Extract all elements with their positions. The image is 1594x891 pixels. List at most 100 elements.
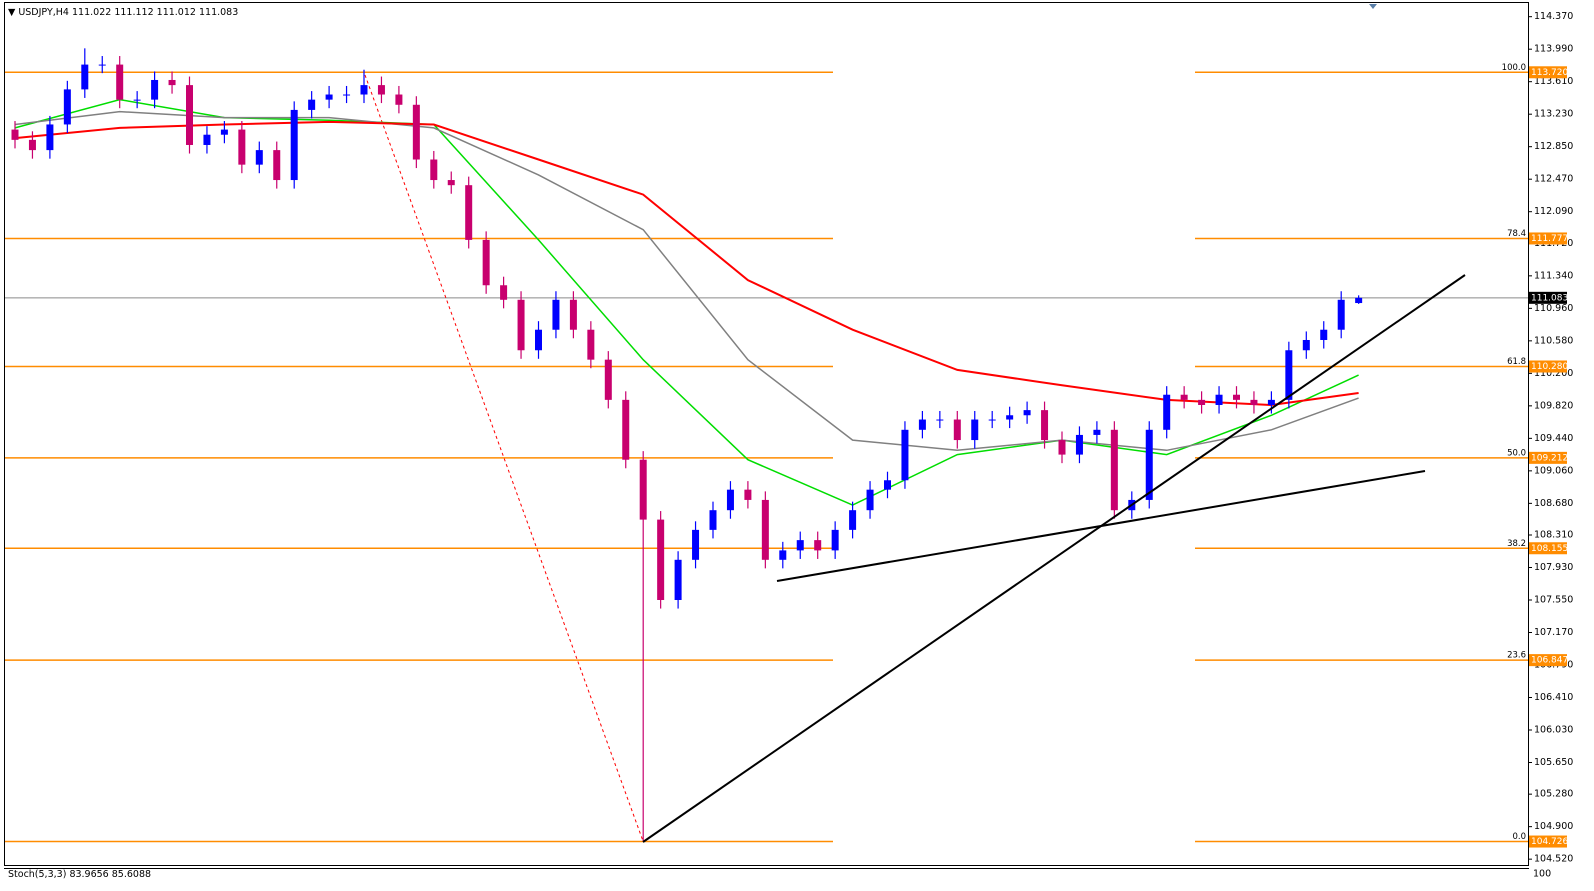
candle-body [430,159,438,181]
candle-body [1285,350,1293,400]
fib-price-label: 104.726 [1531,837,1568,847]
fib-price-label: 106.847 [1531,656,1568,666]
fib-price-box [1529,66,1567,79]
candle-body [552,299,560,330]
fib-price-label: 108.155 [1531,544,1568,554]
fib-ratio-label: 0.0 [1512,832,1526,842]
candle-body [796,540,804,551]
candle-body [395,94,403,105]
candle-body [482,239,490,286]
indicator-label: Stoch(5,3,3) [8,869,66,880]
candle-body [1337,299,1345,330]
y-tick-label: 105.650 [1534,757,1573,768]
candle-body [1267,399,1275,405]
candle-body [849,510,857,530]
candle-body [657,519,665,601]
candle-body [412,104,420,160]
candle-body [447,180,455,186]
indicator-main: 83.9656 [69,869,108,880]
y-tick-label: 107.550 [1534,595,1573,606]
indicator-header: Stoch(5,3,3) 83.9656 85.6088 [8,869,151,880]
candle-layer [11,48,1363,842]
indicator-signal: 85.6088 [112,869,151,880]
plot-frame [4,2,1529,866]
candle-body [133,99,141,101]
candle-body [465,185,473,240]
candle-body [1006,415,1014,420]
fib-price-label: 113.720 [1531,68,1568,78]
candle-body [744,489,752,500]
fib-anchor-line [364,74,644,842]
candle-body [726,489,734,511]
y-tick-label: 110.580 [1534,335,1573,346]
candle-body [831,529,839,551]
fib-layer [5,71,1528,843]
candle-body [11,129,19,140]
ohlc-high: 111.112 [114,7,153,18]
y-tick-label: 106.030 [1534,725,1573,736]
candle-body [901,429,909,481]
y-tick-label: 111.340 [1534,270,1573,281]
candle-body [1215,394,1223,405]
candle-body [377,85,385,95]
y-tick-label: 114.370 [1534,11,1573,22]
candle-body [1302,339,1310,351]
candle-body [936,419,944,421]
y-tick-label: 104.900 [1534,821,1573,832]
fib-ratio-label: 23.6 [1507,651,1526,661]
candle-body [988,419,996,421]
y-tick-label: 110.200 [1534,368,1573,379]
candle-body [709,510,717,530]
candle-body [1075,434,1083,455]
candle-body [639,459,647,520]
y-tick-label: 107.930 [1534,562,1573,573]
candle-body [238,129,246,165]
candle-body [761,499,769,560]
trend-line [776,470,1426,582]
candle-body [1180,394,1188,400]
candle-body [692,529,700,560]
candle-body [203,134,211,145]
candle-body [1023,410,1031,416]
candle-body [500,285,508,300]
candle-body [63,89,71,125]
candle-body [116,64,124,100]
candle-body [535,329,542,351]
y-tick-label: 113.230 [1534,109,1573,120]
y-tick-label: 108.680 [1534,498,1573,509]
candle-body [325,94,333,100]
candle-body [1250,399,1258,405]
candle-body [220,129,228,135]
trend-line [642,274,1466,843]
candle-body [343,94,351,96]
candle-body [779,550,787,560]
fib-price-label: 109.212 [1531,453,1568,463]
indicator-tick-label: 100 [1533,869,1551,880]
y-tick-label: 113.610 [1534,76,1573,87]
candle-body [1093,429,1101,435]
y-tick-label: 112.470 [1534,174,1573,185]
y-tick-label: 107.170 [1534,627,1573,638]
last-price-label: 111.083 [1531,293,1568,303]
fib-ratio-label: 61.8 [1507,357,1526,367]
price-axis: 114.370 113.990 113.610 113.230 112.850 112.4… [1502,11,1574,864]
candle-body [273,150,281,181]
candle-body [604,359,612,400]
chart-header: ▼ USDJPY,H4 111.022 111.112 111.012 111.… [8,7,238,18]
candle-body [1041,410,1049,441]
y-tick-label: 108.310 [1534,529,1573,540]
candle-body [1320,329,1328,340]
candle-body [308,99,316,110]
candle-body [517,299,525,351]
y-tick-label: 113.990 [1534,44,1573,55]
y-tick-label: 104.520 [1534,854,1573,865]
last-price-box [1529,291,1567,304]
candle-body [814,540,822,551]
fib-price-label: 110.280 [1531,362,1568,372]
fib-price-box [1529,360,1567,373]
fib-price-box [1529,232,1567,245]
y-tick-label: 109.820 [1534,400,1573,411]
candle-body [1233,394,1240,400]
y-tick-label: 112.090 [1534,206,1573,217]
